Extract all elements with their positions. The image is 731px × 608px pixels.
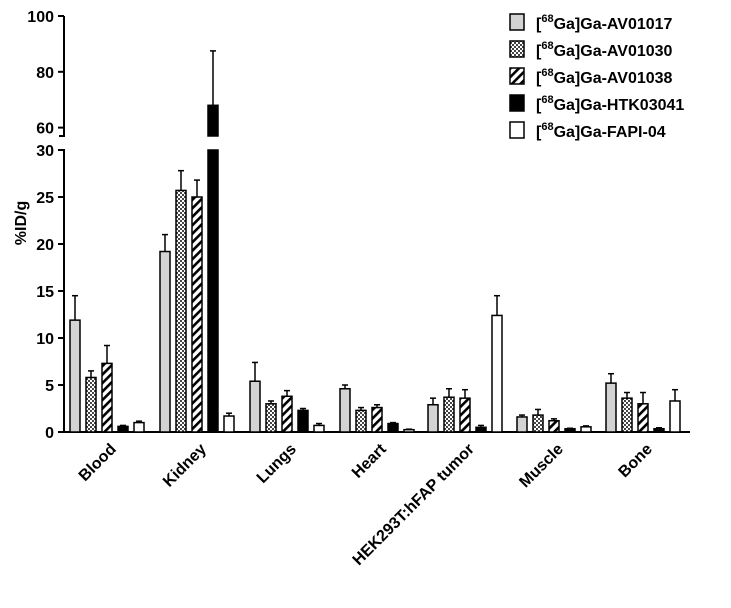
bar <box>580 426 592 433</box>
legend-label: [68Ga]Ga-HTK03041 <box>536 94 684 114</box>
bar <box>175 189 187 433</box>
bar <box>427 403 439 433</box>
bar <box>653 427 665 433</box>
category-label: Muscle <box>516 441 566 491</box>
y-tick-label: 15 <box>36 284 54 301</box>
category-label: Blood <box>76 441 120 485</box>
legend: [68Ga]Ga-AV01017 [68Ga]Ga-AV01030 [68Ga]Ga… <box>509 13 684 141</box>
legend-swatch <box>509 40 525 58</box>
category-label: Kidney <box>160 441 210 491</box>
bar <box>669 400 681 433</box>
y-tick-label: 100 <box>27 9 54 26</box>
bar <box>548 419 560 433</box>
bar <box>223 415 235 433</box>
legend-label: [68Ga]Ga-AV01030 <box>536 40 673 60</box>
bar <box>459 397 471 433</box>
bar <box>637 403 649 433</box>
legend-swatch <box>509 67 525 85</box>
legend-swatch <box>509 94 525 112</box>
bar <box>621 397 633 433</box>
bar <box>133 421 145 433</box>
category-label: Bone <box>616 441 656 481</box>
y-tick-label: 25 <box>36 190 54 207</box>
bar <box>605 382 617 433</box>
y-tick-label: 60 <box>36 121 54 138</box>
category-label: Heart <box>349 440 390 481</box>
bar <box>403 428 415 433</box>
bar <box>85 376 97 433</box>
bar <box>355 409 367 433</box>
bar <box>281 395 293 433</box>
bar <box>443 396 455 433</box>
y-tick-label: 10 <box>36 331 54 348</box>
legend-label: [68Ga]Ga-FAPI-04 <box>536 121 666 141</box>
y-tick-label: 20 <box>36 237 54 254</box>
bar <box>371 406 383 433</box>
bar <box>313 424 325 433</box>
bar <box>191 196 203 433</box>
bar <box>516 416 528 433</box>
category-label: Lungs <box>254 441 300 487</box>
y-tick-label: 30 <box>36 143 54 160</box>
bar <box>532 414 544 433</box>
bar <box>69 319 81 433</box>
axes: 0 5 10 15 20 25 30 60 80 100 Blood Kidney Lungs Heart… <box>27 9 690 569</box>
y-axis-title: %ID/g <box>13 201 30 245</box>
bar <box>117 425 129 433</box>
y-tick-label: 80 <box>36 65 54 82</box>
bar <box>265 403 277 433</box>
bar <box>564 427 576 433</box>
bar <box>387 422 399 433</box>
bar <box>159 250 171 433</box>
bar <box>297 409 309 433</box>
bar <box>475 426 487 433</box>
bar <box>339 388 351 433</box>
bar <box>207 149 219 433</box>
bar <box>207 104 219 137</box>
bars <box>69 50 681 433</box>
legend-swatch <box>509 121 525 139</box>
y-tick-label: 0 <box>45 425 54 442</box>
legend-label: [68Ga]Ga-AV01017 <box>536 13 673 33</box>
bar <box>491 314 503 433</box>
bar <box>249 380 261 433</box>
legend-swatch <box>509 13 525 31</box>
y-tick-label: 5 <box>45 378 54 395</box>
bar <box>101 362 113 433</box>
legend-label: [68Ga]Ga-AV01038 <box>536 67 673 87</box>
